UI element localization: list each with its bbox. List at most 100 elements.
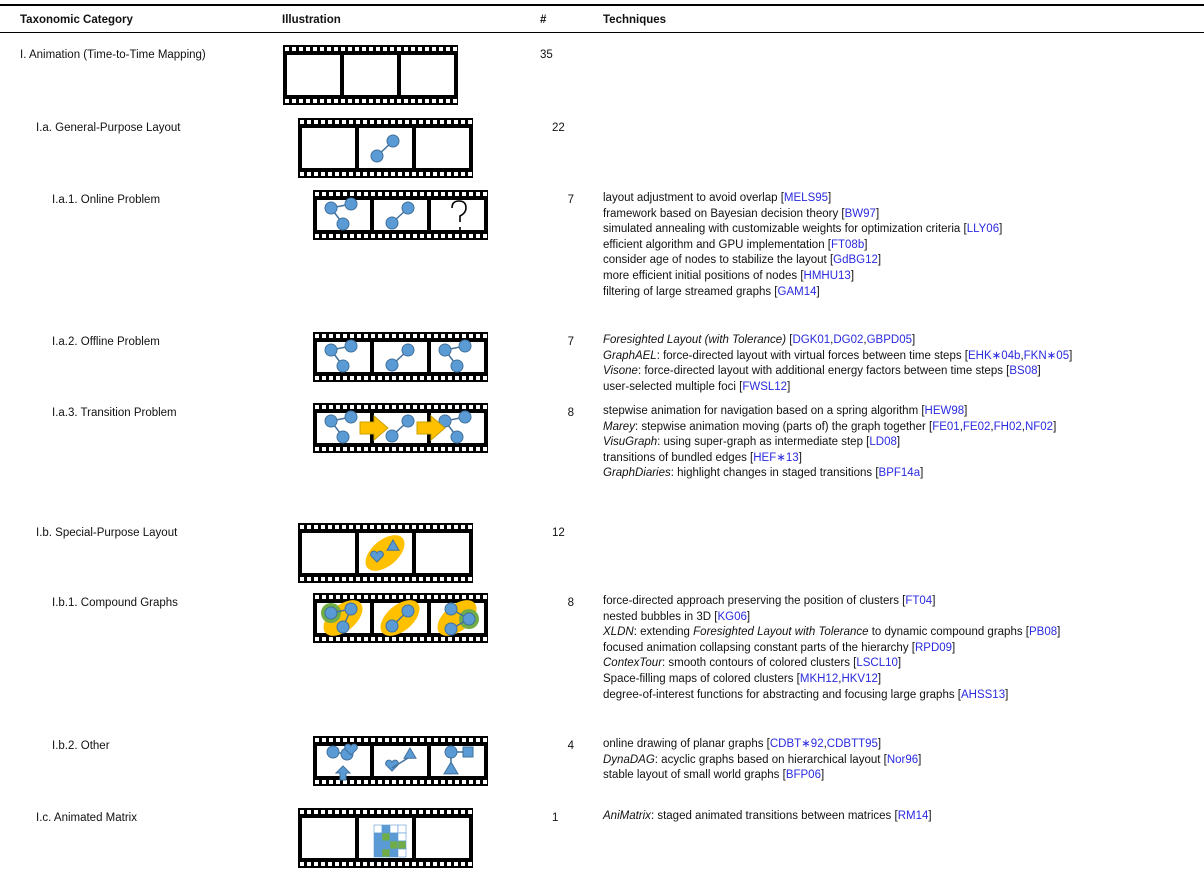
perforation (398, 862, 402, 866)
perforation (469, 780, 473, 784)
perforation (441, 376, 445, 380)
perforation (455, 405, 459, 409)
perforation (447, 120, 451, 124)
film-frame (431, 200, 484, 230)
perforation (335, 810, 339, 814)
perforation (433, 862, 437, 866)
perforation (406, 637, 410, 641)
perforation (341, 99, 345, 103)
film-frame (302, 818, 355, 858)
perforation (335, 120, 339, 124)
category: I.a.3. Transition Problem (52, 407, 177, 419)
header-cell: Techniques (603, 14, 667, 26)
technique-name: GraphDiaries (603, 467, 671, 480)
perforation (371, 376, 375, 380)
perforation (356, 810, 360, 814)
perforation (439, 99, 443, 103)
perforation (376, 99, 380, 103)
film-frame (431, 746, 484, 776)
technique-text: online drawing of planar graphs [ (603, 738, 770, 750)
perforation (385, 376, 389, 380)
perforation (357, 738, 361, 742)
perforation (413, 192, 417, 196)
perforation (336, 637, 340, 641)
technique-line: efficient algorithm and GPU implementati… (603, 238, 867, 254)
technique-text: ] (1037, 365, 1041, 378)
perforation (454, 172, 458, 176)
node-icon (385, 216, 399, 230)
perforation (363, 862, 367, 866)
perforation (363, 172, 367, 176)
perforation (377, 862, 381, 866)
perforation (335, 577, 339, 581)
perforation (419, 120, 423, 124)
matrix-cell (373, 848, 383, 858)
technique-line: force-directed approach preserving the p… (603, 594, 935, 610)
perforation (398, 525, 402, 529)
technique-text: framework based on Bayesian decision the… (603, 207, 845, 220)
perforation (420, 595, 424, 599)
matrix-cell (389, 832, 399, 842)
perforation (314, 862, 318, 866)
citation: DG02 (833, 334, 864, 346)
citation: BW97 (844, 207, 876, 220)
perforation (483, 738, 487, 742)
citation: FH02 (993, 420, 1022, 433)
perforation (433, 120, 437, 124)
perforation (335, 862, 339, 866)
technique-name: ContexTour (603, 657, 663, 670)
category: I.b.1. Compound Graphs (52, 597, 178, 609)
perforation (378, 780, 382, 784)
perforation (434, 192, 438, 196)
technique-text: , (830, 334, 834, 346)
perforation (350, 447, 354, 451)
perforation (369, 99, 373, 103)
perforation (322, 376, 326, 380)
citation: GAM14 (777, 285, 817, 298)
perforation (398, 577, 402, 581)
perforation (448, 738, 452, 742)
perforation (307, 120, 311, 124)
perforation (397, 47, 401, 51)
film-frame (416, 533, 469, 573)
perforation (349, 120, 353, 124)
perforation (476, 595, 480, 599)
perforation (300, 577, 304, 581)
perforation (440, 862, 444, 866)
perforation (285, 47, 289, 51)
perforation (461, 172, 465, 176)
perforation (426, 525, 430, 529)
perforation (461, 577, 465, 581)
technique-text: ] (918, 753, 922, 766)
perforation (356, 525, 360, 529)
perforation (406, 780, 410, 784)
technique-text: filtering of large streamed graphs [ (603, 285, 778, 298)
perforation (314, 525, 318, 529)
perforation (462, 780, 466, 784)
perforation (384, 577, 388, 581)
perforation (343, 447, 347, 451)
count: 7 (567, 194, 574, 206)
perforation (398, 810, 402, 814)
perforation (419, 172, 423, 176)
perforation (383, 99, 387, 103)
perforation (441, 447, 445, 451)
count: 12 (552, 527, 565, 539)
perforation (469, 334, 473, 338)
perforation (427, 405, 431, 409)
technique-text: , (1021, 420, 1025, 433)
technique-line: Space-filling maps of colored clusters [… (603, 672, 881, 688)
citation: CDBTT95 (826, 738, 878, 750)
perforation (321, 577, 325, 581)
perforation (349, 525, 353, 529)
perforation (453, 47, 457, 51)
technique-text: ] (877, 673, 882, 685)
perforation (362, 99, 366, 103)
perforation (328, 120, 332, 124)
perforation (434, 637, 438, 641)
perforation (412, 810, 416, 814)
perforation (446, 99, 450, 103)
perforation (469, 192, 473, 196)
perforation (364, 192, 368, 196)
perforation (448, 405, 452, 409)
